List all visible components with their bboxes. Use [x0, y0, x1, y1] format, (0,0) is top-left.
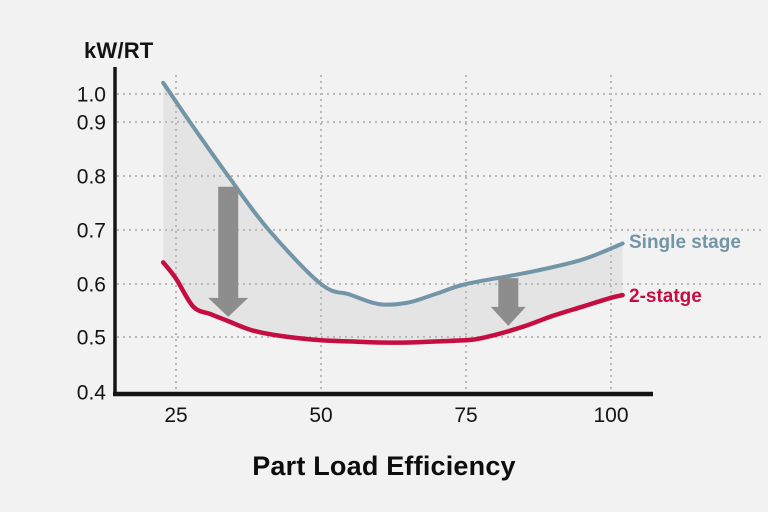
y-tick-label: 0.8 [77, 166, 106, 189]
y-tick-label: 0.7 [77, 220, 106, 243]
x-tick-label: 75 [454, 404, 477, 427]
efficiency-reduction-arrow-icon [490, 278, 526, 326]
y-tick-label: 0.9 [77, 112, 106, 135]
x-tick-label: 100 [593, 404, 628, 427]
efficiency-reduction-arrow-icon [208, 186, 249, 317]
y-tick-label: 0.5 [77, 327, 106, 350]
y-tick-label: 0.6 [77, 274, 106, 297]
x-tick-label: 50 [309, 404, 332, 427]
x-tick-label: 25 [164, 404, 187, 427]
legend-single-stage-label: Single stage [629, 232, 741, 253]
chart-title: Part Load Efficiency [252, 451, 516, 481]
y-tick-label: 1.0 [77, 84, 106, 107]
legend-two-stage-label: 2-statge [629, 286, 702, 307]
single-stage-curve [161, 80, 625, 307]
y-tick-label: 0.4 [77, 382, 107, 405]
two-stage-curve [160, 260, 625, 345]
y-axis-unit-label: kW/RT [84, 38, 154, 63]
